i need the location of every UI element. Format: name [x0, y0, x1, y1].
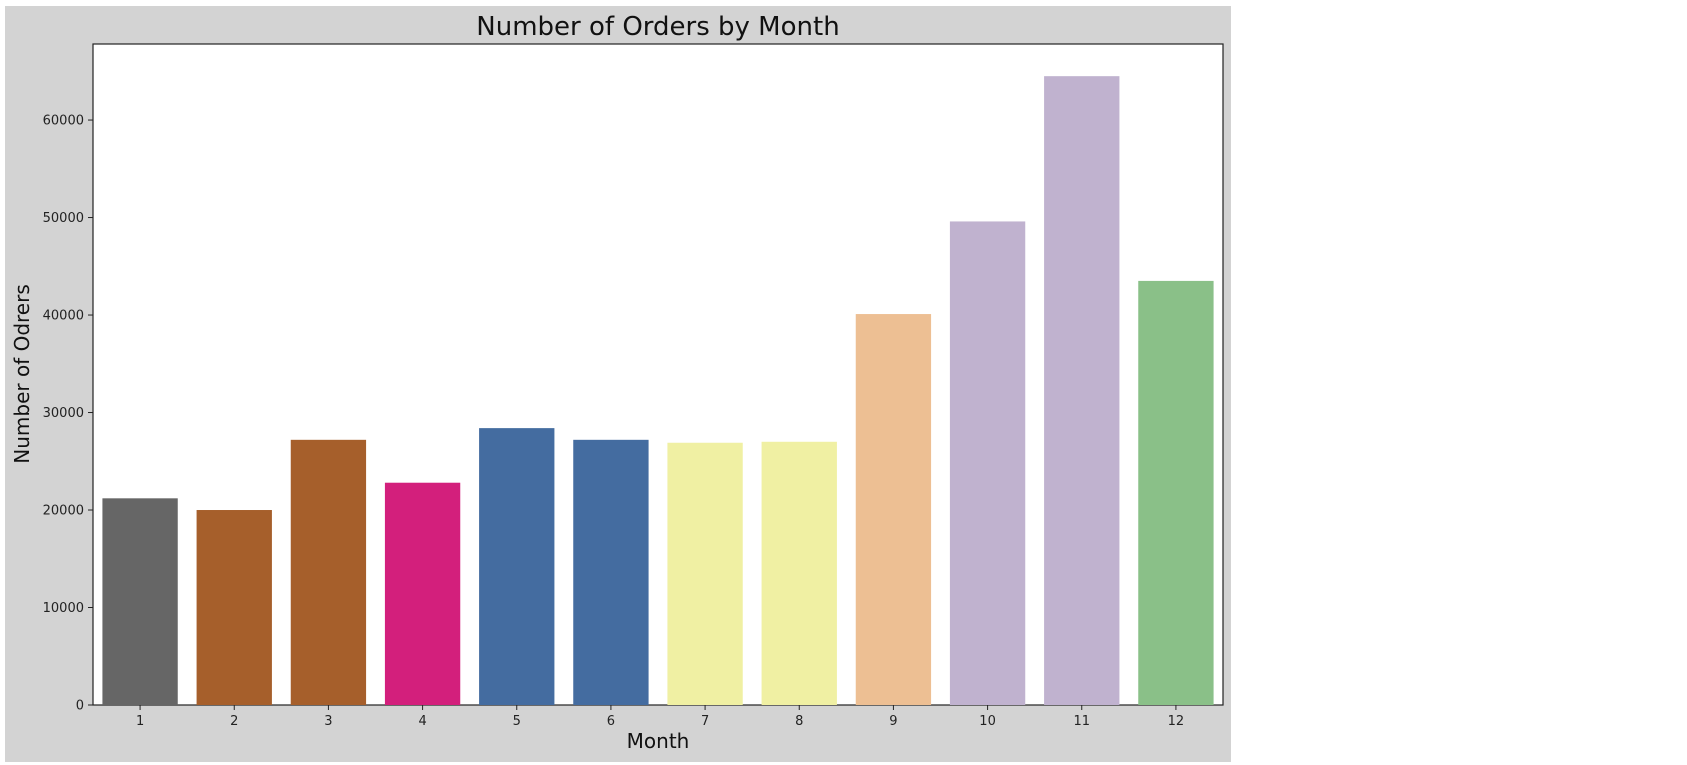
- bar-month-4: [384, 482, 461, 705]
- bar-month-2: [196, 510, 272, 705]
- y-tick-label: 30000: [43, 406, 84, 421]
- plot-area: [92, 43, 1224, 706]
- y-tick-label: 40000: [43, 309, 84, 324]
- bar-month-6: [573, 439, 649, 705]
- y-tick-label: 0: [76, 699, 84, 714]
- x-axis-label: Month: [627, 729, 690, 753]
- x-tick-label: 5: [513, 714, 521, 729]
- bar-month-10: [949, 221, 1026, 705]
- x-axis-ticks: 1 2 3 4 5 6 7 8 9 10 11 12: [136, 705, 1184, 729]
- bar-month-1: [102, 498, 178, 705]
- bar-month-9: [855, 314, 932, 705]
- x-tick-label: 12: [1168, 714, 1185, 729]
- bars-group: [102, 76, 1214, 706]
- x-tick-label: 10: [979, 714, 996, 729]
- x-tick-label: 7: [701, 714, 709, 729]
- x-tick-label: 11: [1073, 714, 1090, 729]
- bar-month-11: [1044, 76, 1120, 706]
- chart-title: Number of Orders by Month: [476, 12, 839, 42]
- x-tick-label: 9: [889, 714, 897, 729]
- y-tick-label: 10000: [43, 601, 84, 616]
- bar-month-3: [290, 439, 367, 705]
- bar-month-8: [761, 441, 837, 705]
- x-tick-label: 6: [607, 714, 615, 729]
- y-axis-label: Number of Odrers: [10, 284, 34, 464]
- x-tick-label: 3: [324, 714, 332, 729]
- y-axis-ticks: 0 10000 20000 30000 40000 50000 60000: [43, 114, 93, 714]
- x-tick-label: 4: [418, 714, 426, 729]
- y-tick-label: 50000: [43, 211, 84, 226]
- x-tick-label: 8: [795, 714, 803, 729]
- x-tick-label: 1: [136, 714, 144, 729]
- x-tick-label: 2: [230, 714, 238, 729]
- figure-background: Number of Orders by Month 0 10000 20000 300…: [5, 6, 1231, 762]
- bar-month-12: [1138, 280, 1214, 705]
- bar-month-7: [667, 442, 743, 705]
- bar-month-5: [479, 428, 555, 705]
- y-tick-label: 60000: [43, 114, 84, 129]
- bar-chart: Number of Orders by Month 0 10000 20000 300…: [10, 12, 1224, 753]
- y-tick-label: 20000: [43, 504, 84, 519]
